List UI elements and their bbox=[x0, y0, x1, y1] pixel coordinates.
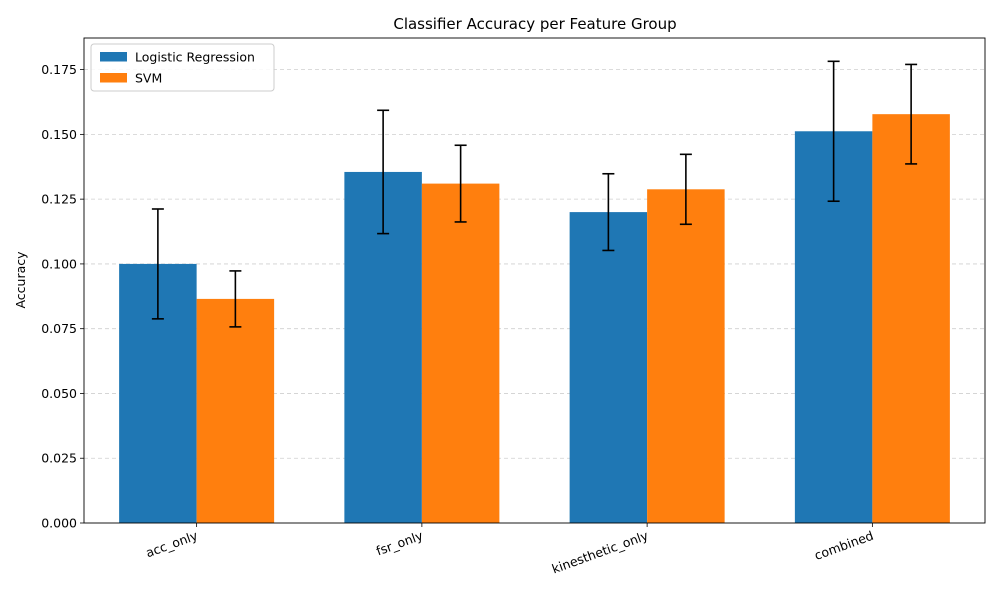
y-tick-label: 0.025 bbox=[41, 451, 77, 466]
x-tick-label: combined bbox=[812, 528, 875, 563]
y-tick-label: 0.000 bbox=[41, 516, 77, 531]
y-tick-label: 0.175 bbox=[41, 62, 77, 77]
legend-box bbox=[90, 43, 275, 92]
y-tick-label: 0.075 bbox=[41, 321, 77, 336]
plot-frame bbox=[83, 37, 986, 524]
legend-swatch bbox=[100, 73, 127, 83]
x-tick-label: acc_only bbox=[144, 528, 201, 561]
bars bbox=[119, 114, 950, 524]
y-tick-label: 0.100 bbox=[41, 256, 77, 271]
legend-swatch bbox=[100, 52, 127, 62]
bar-svm-fsr_only bbox=[421, 183, 500, 523]
legend-label: SVM bbox=[135, 71, 162, 86]
x-tick-label: kinesthetic_only bbox=[550, 528, 651, 577]
bar-svm-kinesthetic_only bbox=[647, 189, 725, 524]
y-tick-label: 0.050 bbox=[41, 386, 77, 401]
bar-svm-acc_only bbox=[196, 298, 275, 523]
legend: Logistic Regression SVM bbox=[90, 43, 275, 92]
bar-logistic-regression-kinesthetic_only bbox=[569, 212, 648, 523]
y-axis-label: Accuracy bbox=[13, 251, 28, 309]
legend-label: Logistic Regression bbox=[135, 50, 255, 65]
x-tick-label: fsr_only bbox=[374, 528, 425, 559]
chart-title: Classifier Accuracy per Feature Group bbox=[393, 15, 676, 33]
y-tick-label: 0.125 bbox=[41, 192, 77, 207]
error-bars bbox=[151, 60, 918, 328]
y-tick-label: 0.150 bbox=[41, 127, 77, 142]
bar-svm-combined bbox=[872, 114, 950, 524]
